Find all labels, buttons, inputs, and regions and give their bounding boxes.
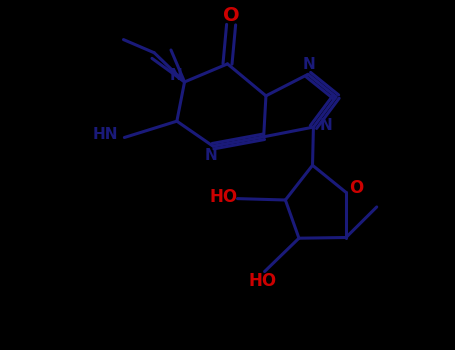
Text: N: N: [170, 68, 183, 83]
Text: O: O: [349, 179, 363, 197]
Text: N: N: [320, 118, 333, 133]
Text: O: O: [223, 6, 239, 26]
Text: N: N: [204, 148, 217, 163]
Text: HN: HN: [93, 127, 118, 142]
Text: HO: HO: [248, 272, 276, 290]
Text: N: N: [303, 57, 315, 72]
Text: HO: HO: [210, 188, 238, 206]
